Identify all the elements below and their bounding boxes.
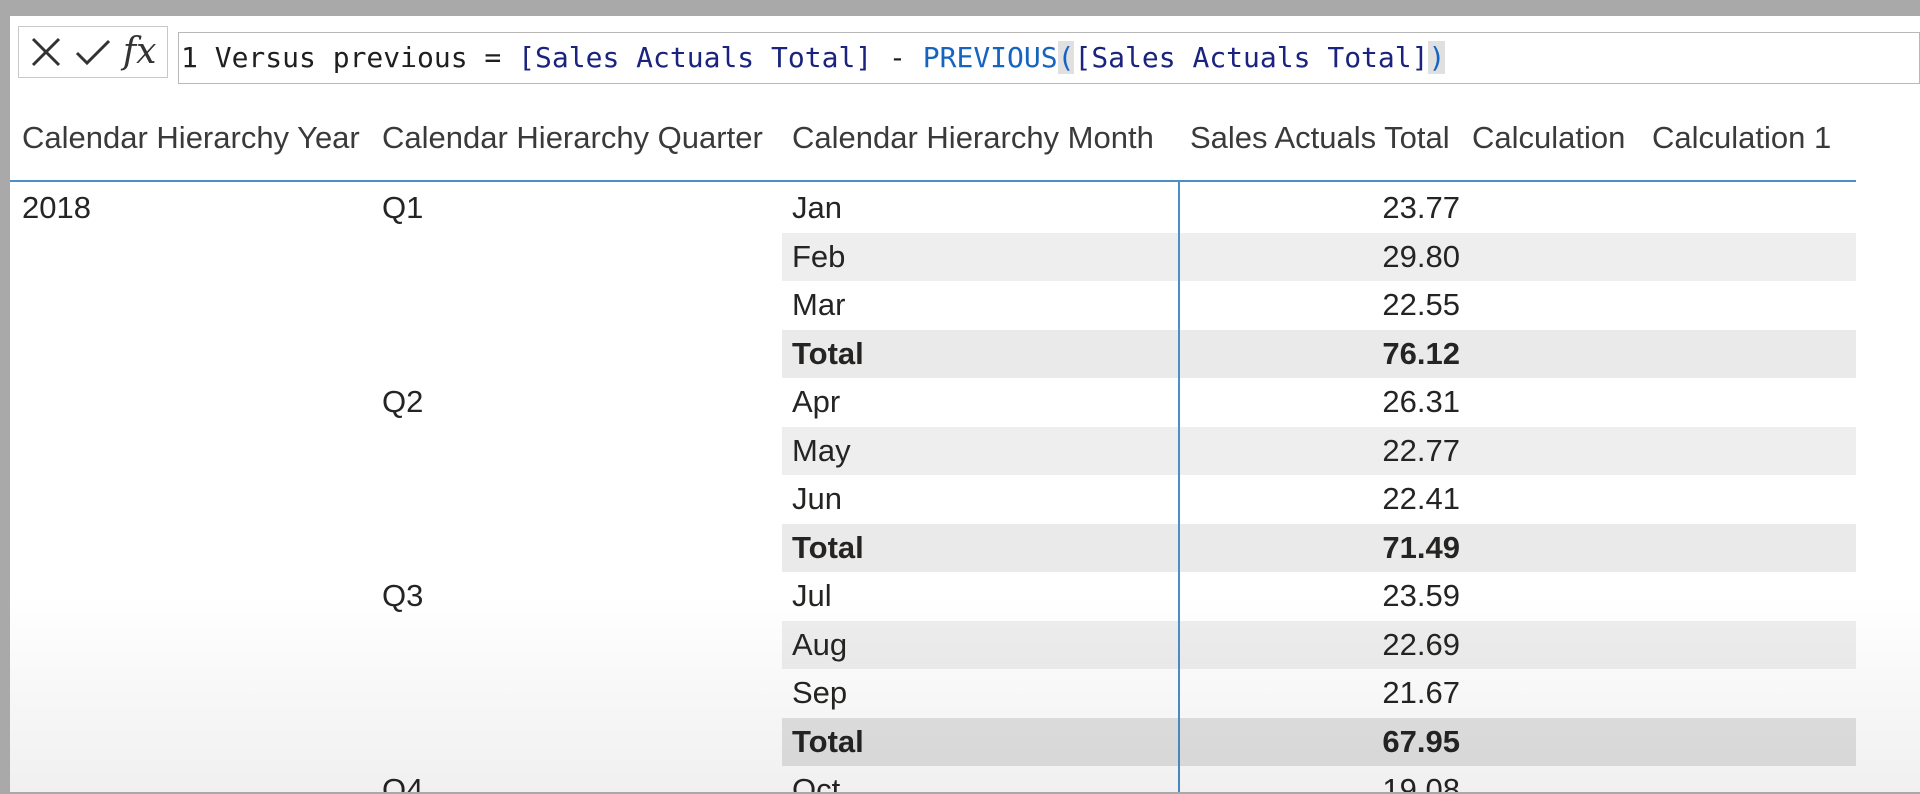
month-cell: Feb — [792, 238, 846, 274]
column-header-quarter[interactable]: Calendar Hierarchy Quarter — [382, 120, 763, 155]
row-background — [782, 620, 1856, 669]
sales-cell: 76.12 — [1382, 335, 1460, 371]
month-cell: Oct — [792, 772, 841, 792]
formula-close-paren: ) — [1428, 41, 1446, 74]
app-window: fx 1 Versus previous = [Sales Actuals To… — [10, 16, 1920, 792]
month-cell: Apr — [792, 384, 841, 419]
row-background — [782, 523, 1856, 572]
formula-bar: fx 1 Versus previous = [Sales Actuals To… — [18, 26, 1920, 84]
table-row[interactable]: Sep 21.67 — [10, 669, 1856, 717]
column-header-month[interactable]: Calendar Hierarchy Month — [792, 120, 1154, 155]
table-header: Calendar Hierarchy Year Calendar Hierarc… — [10, 96, 1856, 182]
formula-reference: [Sales Actuals Total] — [518, 41, 873, 74]
formula-inner-reference: [Sales Actuals Total] — [1074, 41, 1429, 74]
sales-cell: 23.77 — [1382, 190, 1460, 225]
formula-controls: fx — [18, 26, 168, 78]
sales-cell: 22.41 — [1382, 481, 1460, 516]
sales-cell: 22.55 — [1382, 287, 1460, 322]
column-header-year[interactable]: Calendar Hierarchy Year — [22, 120, 360, 155]
column-header-sales[interactable]: Sales Actuals Total — [1190, 120, 1450, 155]
formula-operator: - — [872, 41, 923, 74]
column-header-calculation[interactable]: Calculation — [1472, 120, 1626, 155]
month-cell: Sep — [792, 675, 848, 710]
month-cell: May — [792, 432, 851, 468]
sales-cell: 29.80 — [1382, 238, 1460, 274]
sales-cell: 21.67 — [1382, 675, 1460, 710]
quarter-cell: Q3 — [382, 578, 424, 613]
table-row[interactable]: Jun 22.41 — [10, 475, 1856, 523]
table-row[interactable]: Mar 22.55 — [10, 281, 1856, 329]
table-row[interactable]: Q3 Jul 23.59 — [10, 572, 1856, 620]
row-background — [782, 717, 1856, 766]
column-header-calculation-1[interactable]: Calculation 1 — [1652, 120, 1832, 155]
formula-measure-name: 1 Versus previous = — [181, 41, 519, 74]
column-divider — [1178, 180, 1180, 792]
table-row[interactable]: May 22.77 — [10, 426, 1856, 475]
table-subtotal-row[interactable]: Total 71.49 — [10, 523, 1856, 572]
month-cell: Aug — [792, 626, 848, 662]
row-background — [782, 426, 1856, 475]
sales-cell: 67.95 — [1382, 723, 1460, 759]
quarter-cell: Q1 — [382, 190, 424, 225]
sales-cell: 22.69 — [1382, 626, 1460, 662]
table-subtotal-row[interactable]: Total 76.12 — [10, 329, 1856, 378]
formula-input[interactable]: 1 Versus previous = [Sales Actuals Total… — [178, 32, 1920, 84]
month-cell: Total — [792, 723, 864, 759]
formula-function: PREVIOUS — [922, 41, 1058, 74]
table-row[interactable]: Q4 Oct 19.08 — [10, 766, 1856, 792]
sales-cell: 26.31 — [1382, 384, 1460, 419]
month-cell: Mar — [792, 287, 846, 322]
month-cell: Jul — [792, 578, 832, 613]
sales-cell: 19.08 — [1382, 772, 1460, 792]
close-icon[interactable] — [26, 32, 66, 72]
month-cell: Total — [792, 529, 864, 565]
fx-label: fx — [122, 31, 157, 72]
table-row[interactable]: Feb 29.80 — [10, 232, 1856, 281]
quarter-cell: Q2 — [382, 384, 424, 419]
quarter-cell: Q4 — [382, 772, 424, 792]
row-background — [782, 329, 1856, 378]
month-cell: Jan — [792, 190, 842, 225]
sales-cell: 71.49 — [1382, 529, 1460, 565]
month-cell: Total — [792, 335, 864, 371]
table-row[interactable]: Aug 22.69 — [10, 620, 1856, 669]
row-background — [782, 232, 1856, 281]
table-row[interactable]: Q2 Apr 26.31 — [10, 378, 1856, 426]
table-subtotal-row[interactable]: Total 67.95 — [10, 717, 1856, 766]
year-cell: 2018 — [22, 190, 91, 225]
formula-open-paren: ( — [1057, 41, 1075, 74]
checkmark-icon[interactable] — [73, 32, 113, 72]
fx-icon[interactable]: fx — [120, 32, 160, 72]
month-cell: Jun — [792, 481, 842, 516]
sales-cell: 22.77 — [1382, 432, 1460, 468]
sales-cell: 23.59 — [1382, 578, 1460, 613]
table-row[interactable]: 2018 Q1 Jan 23.77 — [10, 184, 1856, 232]
